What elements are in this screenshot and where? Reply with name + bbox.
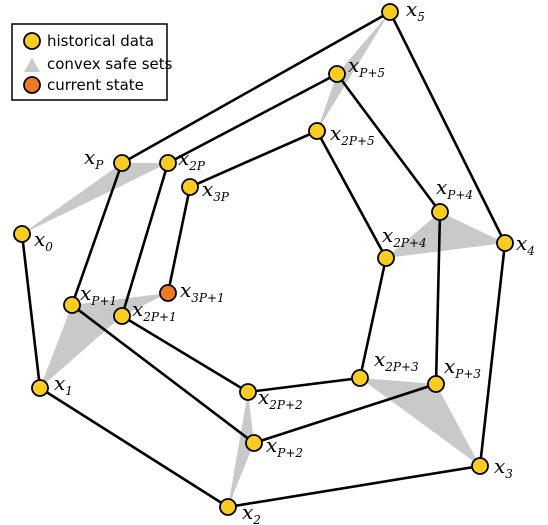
safe-set-x1-upper (72, 293, 168, 316)
node-x2P3 (351, 369, 369, 387)
safe-set-x2 (228, 392, 254, 507)
node-xP5 (328, 65, 346, 83)
legend-historical-label: historical data (47, 32, 154, 50)
label-x1: x1 (54, 371, 73, 398)
node-xP3 (427, 375, 445, 393)
edge-outer-loop (20, 10, 507, 509)
node-xP1 (63, 296, 81, 314)
label-xP4: xP+4 (436, 175, 473, 202)
node-x2 (219, 498, 237, 516)
node-x2P5 (308, 122, 326, 140)
node-x2P4 (377, 249, 395, 267)
node-x2P2 (239, 383, 257, 401)
nodes (13, 3, 514, 516)
node-x0 (13, 225, 31, 243)
label-x3P1: x3P+1 (180, 278, 225, 305)
label-x3P: x3P (202, 177, 230, 204)
label-xP1: xP+1 (80, 281, 117, 308)
label-x2: x2 (242, 500, 261, 525)
label-xP: xP (84, 145, 104, 172)
label-x5: x5 (406, 0, 425, 24)
safe-set-x4 (386, 212, 505, 258)
legend-safe-set-marker (24, 58, 40, 72)
label-xP2: xP+2 (266, 433, 303, 460)
legend-historical-marker (23, 32, 41, 50)
label-x2P2: x2P+2 (258, 385, 303, 412)
label-xP5: xP+5 (348, 53, 385, 80)
label-x4: x4 (516, 231, 535, 258)
label-x3: x3 (494, 454, 513, 481)
label-x0: x0 (34, 227, 53, 254)
legend: historical data convex safe sets current… (11, 23, 173, 101)
label-x2P: x2P (178, 146, 206, 173)
node-x2P (159, 154, 177, 172)
legend-current-marker (23, 76, 41, 94)
node-xP4 (431, 203, 449, 221)
legend-current-label: current state (47, 76, 144, 94)
label-x2P3: x2P+3 (374, 347, 419, 374)
node-x2P1 (113, 307, 131, 325)
node-x1 (31, 379, 49, 397)
node-x3P1-current (159, 284, 177, 302)
node-x3 (471, 457, 489, 475)
node-labels: x0 x1 x2 x3 x4 x5 xP xP+1 xP+2 xP+3 xP+4… (34, 0, 535, 525)
safe-set-x3 (360, 378, 480, 466)
legend-safe-sets-label: convex safe sets (47, 55, 173, 73)
label-x2P1: x2P+1 (132, 297, 177, 324)
label-x2P5: x2P+5 (330, 121, 375, 148)
node-x5 (381, 3, 399, 21)
node-xP (113, 154, 131, 172)
safe-set-x1 (40, 305, 122, 388)
edges (20, 10, 507, 509)
node-xP2 (245, 434, 263, 452)
safe-set-x5 (317, 12, 390, 131)
label-x2P4: x2P+4 (382, 223, 427, 250)
node-x4 (496, 234, 514, 252)
safe-set-x0 (22, 163, 168, 234)
node-x3P (181, 178, 199, 196)
label-xP3: xP+3 (444, 354, 481, 381)
